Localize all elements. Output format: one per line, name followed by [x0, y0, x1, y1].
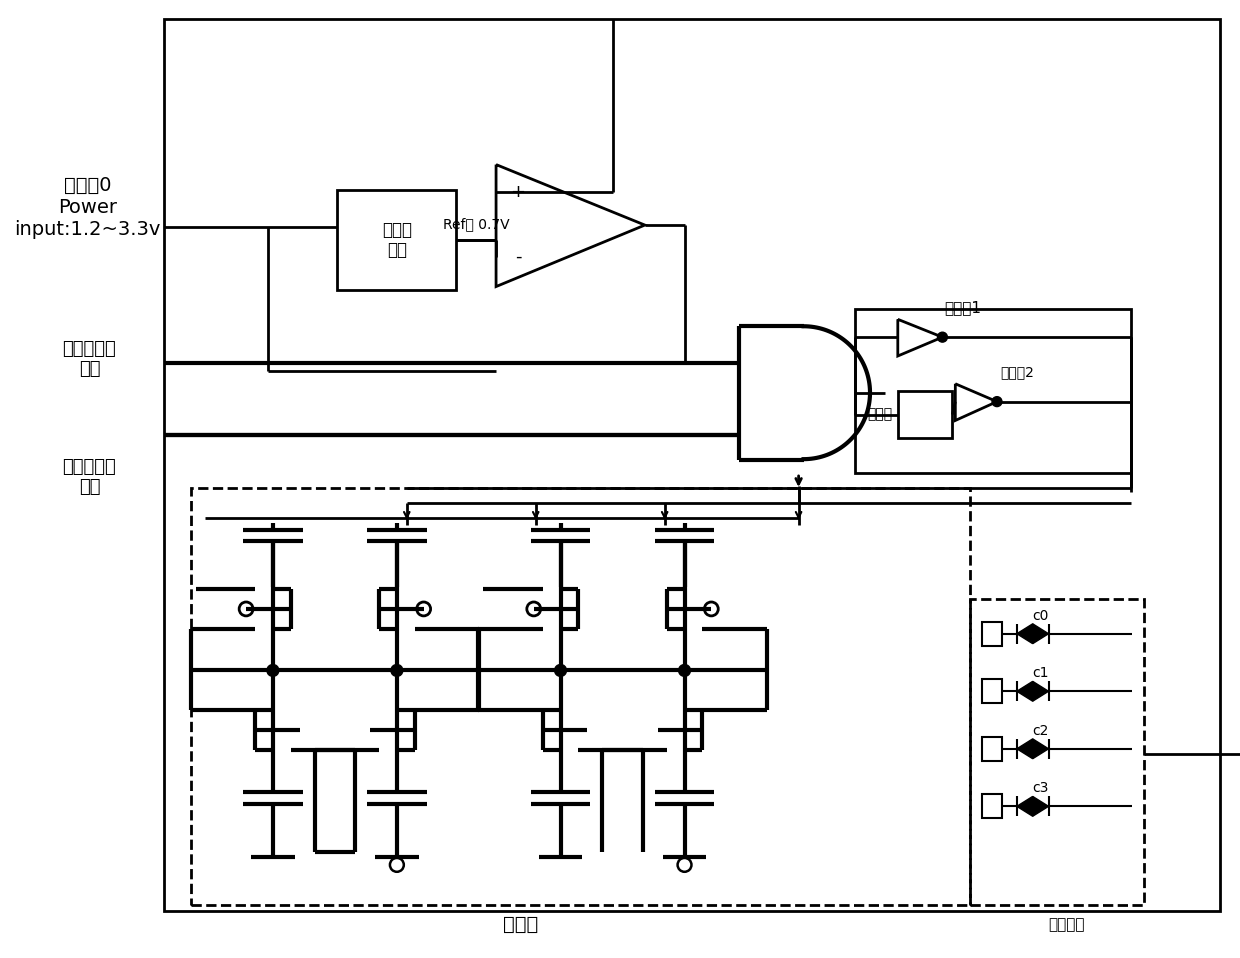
Bar [898, 391, 952, 439]
Bar [982, 622, 1002, 646]
Text: 基准电
压源: 基准电 压源 [382, 220, 412, 260]
Bar [337, 191, 456, 289]
Text: c3: c3 [1033, 782, 1049, 795]
Text: c2: c2 [1033, 724, 1049, 738]
Polygon shape [1033, 739, 1049, 759]
Bar [856, 309, 1131, 473]
Text: 第一信号输
入端: 第一信号输 入端 [62, 339, 117, 378]
Text: 输入端0
Power
input:1.2~3.3v: 输入端0 Power input:1.2~3.3v [14, 175, 161, 239]
Text: c1: c1 [1033, 667, 1049, 680]
Text: Ref： 0.7V: Ref： 0.7V [443, 217, 510, 231]
Circle shape [554, 665, 567, 676]
Text: 第二信号输
入端: 第二信号输 入端 [62, 458, 117, 496]
Polygon shape [1017, 624, 1033, 644]
Text: -: - [515, 248, 521, 265]
Polygon shape [1033, 681, 1049, 701]
Text: 缓存劄1: 缓存劄1 [944, 300, 981, 315]
Circle shape [391, 665, 403, 676]
Text: 延时器: 延时器 [868, 407, 893, 422]
Circle shape [678, 665, 691, 676]
Circle shape [267, 665, 279, 676]
Bar [191, 488, 970, 904]
Polygon shape [1017, 796, 1033, 816]
Text: 电荷泵: 电荷泵 [503, 915, 538, 934]
Bar [970, 599, 1143, 904]
Text: +: + [511, 183, 526, 201]
Bar [164, 19, 1220, 911]
Text: 控压模块: 控压模块 [1048, 917, 1085, 932]
Bar [982, 737, 1002, 761]
Circle shape [937, 332, 947, 342]
Circle shape [992, 397, 1002, 406]
Bar [982, 794, 1002, 818]
Polygon shape [1017, 739, 1033, 759]
Polygon shape [1017, 681, 1033, 701]
Text: c0: c0 [1033, 609, 1049, 623]
Polygon shape [1033, 624, 1049, 644]
Bar [982, 679, 1002, 703]
Text: 缓存劄2: 缓存劄2 [999, 365, 1034, 378]
Polygon shape [1033, 796, 1049, 816]
